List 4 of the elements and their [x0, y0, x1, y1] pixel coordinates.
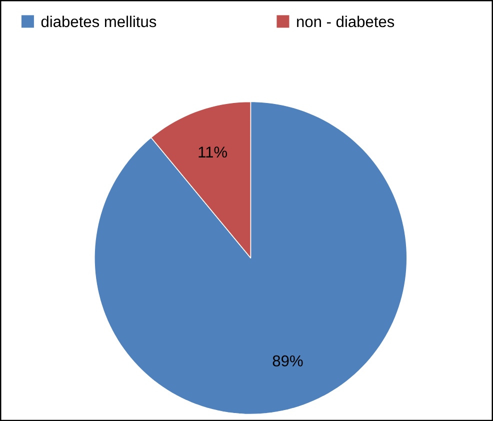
legend-label: non - diabetes [297, 16, 394, 28]
data-label: 11% [198, 146, 227, 158]
data-label: 89% [272, 355, 303, 366]
legend-label: diabetes mellitus [41, 16, 156, 28]
